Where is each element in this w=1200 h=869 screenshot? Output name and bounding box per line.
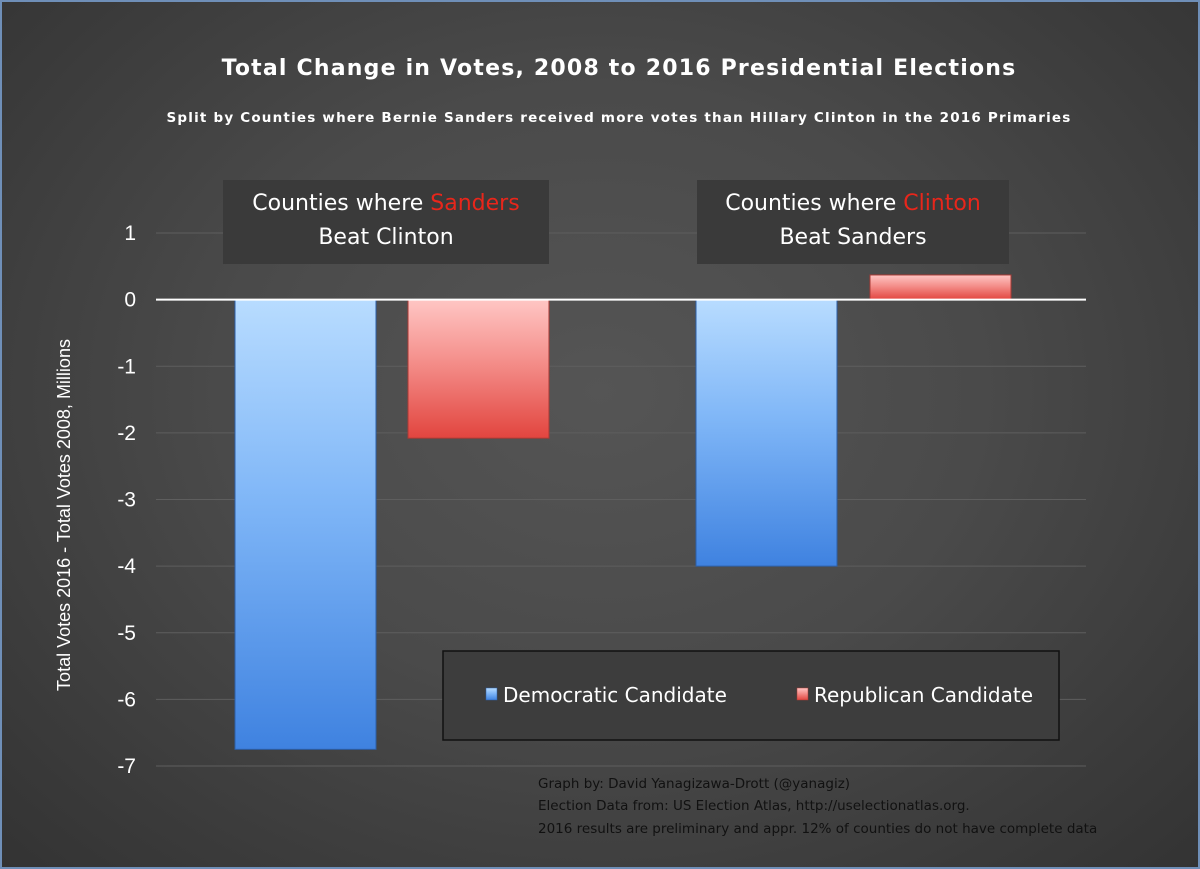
bar-democratic: [234, 299, 377, 750]
y-tick-label: -4: [117, 555, 136, 578]
legend-swatch-republican: [796, 687, 809, 701]
legend-swatch-democratic: [485, 687, 498, 701]
legend: Democratic Candidate Republican Candidat…: [442, 650, 1060, 741]
category-highlight: Clinton: [903, 191, 981, 216]
legend-label-democratic: Democratic Candidate: [503, 683, 727, 707]
category-label-sanders: Counties where Sanders Beat Clinton: [223, 180, 549, 264]
chart-subtitle: Split by Counties where Bernie Sanders r…: [166, 110, 1071, 126]
category-prefix: Counties where: [252, 191, 430, 216]
credit-line: 2016 results are preliminary and appr. 1…: [538, 821, 1097, 837]
credits: Graph by: David Yanagizawa-Drott (@yanag…: [538, 776, 1097, 837]
y-tick-label: 1: [124, 222, 136, 245]
y-tick-label: -3: [117, 489, 136, 512]
bar-republican: [407, 299, 550, 439]
y-tick-label: -2: [117, 422, 136, 445]
y-tick-label: 0: [124, 289, 136, 312]
bar-democratic: [695, 299, 838, 567]
category-line1: Counties where Sanders: [252, 191, 519, 216]
y-axis-label: Total Votes 2016 - Total Votes 2008, Mil…: [54, 339, 74, 691]
category-line2: Beat Sanders: [779, 225, 926, 250]
credit-line: Election Data from: US Election Atlas, h…: [538, 798, 970, 814]
category-box: [697, 180, 1009, 264]
category-box: [223, 180, 549, 264]
bar-republican: [869, 274, 1012, 301]
category-label-clinton: Counties where Clinton Beat Sanders: [697, 180, 1009, 264]
credit-line: Graph by: David Yanagizawa-Drott (@yanag…: [538, 776, 850, 792]
y-tick-label: -1: [117, 355, 136, 378]
category-highlight: Sanders: [430, 191, 519, 216]
category-line1: Counties where Clinton: [725, 191, 981, 216]
legend-label-republican: Republican Candidate: [814, 683, 1033, 707]
legend-box: [442, 650, 1060, 741]
category-prefix: Counties where: [725, 191, 903, 216]
bars: [234, 274, 1012, 750]
category-line2: Beat Clinton: [318, 225, 453, 250]
y-tick-label: -5: [117, 622, 136, 645]
chart-title: Total Change in Votes, 2008 to 2016 Pres…: [222, 56, 1017, 81]
y-tick-label: -7: [117, 755, 136, 778]
y-axis-ticks: 1 0 -1 -2 -3 -4 -5 -6 -7: [117, 222, 136, 778]
y-tick-label: -6: [117, 688, 136, 711]
